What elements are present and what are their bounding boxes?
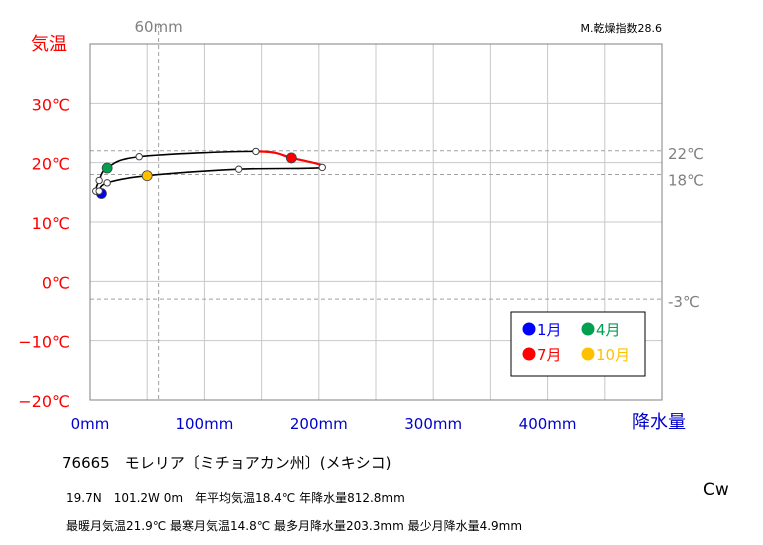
legend-label: 4月 bbox=[596, 321, 621, 339]
curve-segment bbox=[106, 174, 148, 184]
reference-line-label: 22℃ bbox=[668, 145, 704, 163]
month-marker-7 bbox=[285, 152, 297, 164]
legend-box bbox=[510, 311, 646, 377]
reference-line-label: -3℃ bbox=[668, 293, 700, 311]
climate-classification: Cw bbox=[703, 480, 729, 500]
month-point-12 bbox=[95, 187, 103, 195]
x-axis-label: 降水量 bbox=[632, 412, 686, 433]
y-tick-labels: −20℃ −10℃ 0℃ 10℃ 20℃ 30℃ bbox=[18, 95, 70, 411]
station-summary-line1: 19.7N 101.2W 0m 年平均気温18.4℃ 年降水量812.8mm bbox=[66, 491, 405, 505]
y-axis-label: 気温 bbox=[31, 34, 67, 55]
x-tick-label: 300mm bbox=[404, 415, 462, 433]
month-point-11 bbox=[103, 179, 111, 187]
x-tick-labels: 0mm 100mm 200mm 300mm 400mm bbox=[71, 415, 577, 433]
legend: 1月 4月 7月 10月 bbox=[510, 311, 646, 377]
station-summary-line2: 最暖月気温21.9℃ 最寒月気温14.8℃ 最多月降水量203.3mm 最少月降… bbox=[66, 519, 523, 533]
legend-marker bbox=[581, 322, 595, 336]
legend-label: 7月 bbox=[537, 346, 562, 364]
reference-line-label: 18℃ bbox=[668, 172, 704, 190]
legend-label: 10月 bbox=[596, 346, 630, 364]
plot-frame bbox=[89, 43, 663, 401]
x-tick-label: 200mm bbox=[290, 415, 348, 433]
legend-marker bbox=[522, 322, 536, 336]
y-tick-label: 30℃ bbox=[32, 95, 70, 114]
dryness-index: M.乾燥指数28.6 bbox=[581, 21, 662, 35]
month-point-9 bbox=[235, 165, 243, 173]
curve-segment bbox=[147, 168, 239, 177]
curve-segment bbox=[139, 150, 256, 158]
x-tick-label: 0mm bbox=[71, 415, 110, 433]
month-marker-4 bbox=[101, 162, 113, 174]
station-title: 76665 モレリア〔ミチョアカン州〕(メキシコ) bbox=[62, 454, 392, 472]
y-tick-label: −10℃ bbox=[18, 333, 70, 352]
month-point-5 bbox=[135, 153, 143, 161]
y-tick-label: 20℃ bbox=[32, 155, 70, 174]
month-point-8 bbox=[318, 163, 326, 172]
month-marker-10 bbox=[141, 170, 153, 182]
legend-label: 1月 bbox=[537, 321, 562, 339]
curve-segment bbox=[238, 166, 323, 170]
y-tick-label: 10℃ bbox=[32, 214, 70, 233]
reference-line-label: 60mm bbox=[134, 18, 182, 36]
month-point-3 bbox=[95, 176, 103, 185]
legend-marker bbox=[522, 347, 536, 361]
y-tick-label: −20℃ bbox=[18, 392, 70, 411]
month-point-6 bbox=[252, 147, 260, 156]
x-tick-label: 100mm bbox=[175, 415, 233, 433]
reference-lines: 60mm 22℃ 18℃ -3℃ bbox=[90, 18, 704, 400]
x-tick-label: 400mm bbox=[519, 415, 577, 433]
y-tick-label: 0℃ bbox=[42, 273, 70, 292]
data-points bbox=[92, 147, 326, 199]
legend-marker bbox=[581, 347, 595, 361]
